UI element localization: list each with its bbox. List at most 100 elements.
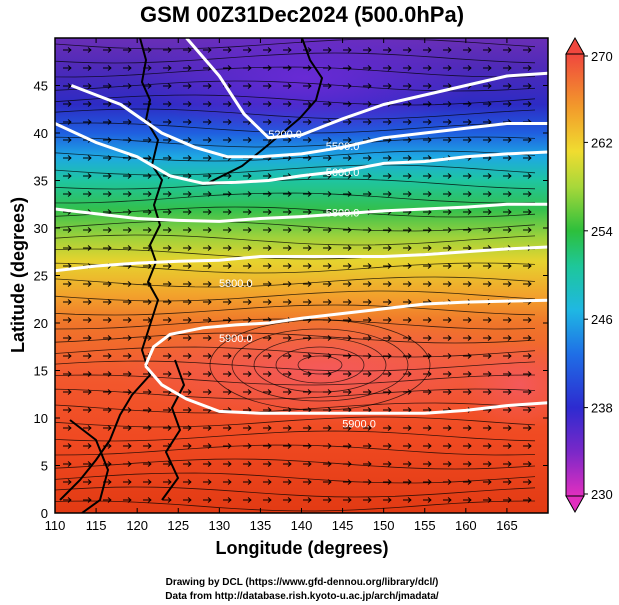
wind-arrow — [183, 317, 192, 323]
wind-arrow — [423, 227, 432, 233]
wind-arrow — [343, 101, 352, 107]
wind-arrow — [403, 299, 412, 305]
wind-arrow — [223, 353, 232, 359]
wind-arrow — [243, 209, 252, 215]
wind-arrow — [443, 209, 452, 215]
wind-arrow — [103, 227, 112, 233]
wind-arrow — [203, 497, 212, 503]
wind-arrow — [163, 227, 172, 233]
wind-arrow — [303, 425, 312, 431]
wind-arrow — [503, 47, 512, 53]
wind-arrow — [383, 407, 392, 413]
streamline — [55, 290, 536, 302]
wind-arrow — [503, 371, 512, 377]
wind-arrow — [323, 461, 332, 467]
wind-arrow — [483, 479, 492, 485]
wind-arrow — [323, 389, 332, 395]
wind-arrow — [143, 263, 152, 269]
wind-arrow — [343, 119, 352, 125]
wind-arrow — [123, 425, 132, 431]
wind-arrow — [423, 317, 432, 323]
wind-arrow — [483, 65, 492, 71]
wind-arrow — [123, 335, 132, 341]
wind-arrow — [163, 245, 172, 251]
wind-arrow — [503, 155, 512, 161]
wind-arrow — [263, 101, 272, 107]
wind-arrow — [63, 137, 72, 143]
wind-arrow — [183, 443, 192, 449]
streamline — [55, 234, 536, 246]
wind-arrow — [103, 245, 112, 251]
wind-arrow — [83, 389, 92, 395]
wind-arrow — [443, 461, 452, 467]
wind-arrow — [63, 47, 72, 53]
wind-arrow — [163, 83, 172, 89]
wind-arrow — [523, 173, 532, 179]
wind-arrow — [243, 317, 252, 323]
wind-arrow — [283, 263, 292, 269]
wind-arrow — [323, 137, 332, 143]
wind-arrow — [423, 173, 432, 179]
wind-arrow — [263, 173, 272, 179]
wind-arrow — [223, 461, 232, 467]
wind-arrow — [243, 173, 252, 179]
wind-arrow — [183, 47, 192, 53]
coastline-philippines — [161, 359, 186, 501]
circulation-ring — [297, 355, 343, 375]
wind-arrow — [243, 479, 252, 485]
wind-arrow — [303, 443, 312, 449]
streamline — [55, 430, 536, 442]
wind-arrow — [183, 425, 192, 431]
wind-arrow — [423, 281, 432, 287]
wind-arrow — [263, 65, 272, 71]
wind-arrow — [163, 65, 172, 71]
wind-arrow — [183, 407, 192, 413]
wind-arrow — [143, 389, 152, 395]
wind-arrow — [503, 173, 512, 179]
wind-arrow — [83, 119, 92, 125]
wind-arrow — [63, 407, 72, 413]
wind-arrow — [123, 389, 132, 395]
wind-arrow — [123, 155, 132, 161]
wind-arrow — [443, 497, 452, 503]
wind-arrow — [103, 119, 112, 125]
wind-arrow — [103, 461, 112, 467]
wind-arrow — [203, 245, 212, 251]
wind-arrow — [123, 317, 132, 323]
wind-arrow — [223, 101, 232, 107]
wind-arrow — [383, 497, 392, 503]
wind-arrow — [63, 191, 72, 197]
wind-arrow — [363, 353, 372, 359]
wind-arrow — [523, 47, 532, 53]
wind-arrow — [343, 317, 352, 323]
wind-arrow — [463, 317, 472, 323]
wind-arrow — [443, 317, 452, 323]
streamlines — [55, 38, 536, 512]
streamline — [55, 360, 536, 372]
footer-credit-line1: Drawing by DCL (https://www.gfd-dennou.o… — [166, 577, 439, 588]
wind-arrow — [63, 389, 72, 395]
wind-arrow — [103, 335, 112, 341]
x-tick-label: 145 — [332, 518, 354, 533]
wind-arrow — [303, 263, 312, 269]
wind-arrow — [203, 335, 212, 341]
wind-arrow — [263, 461, 272, 467]
wind-arrow — [323, 227, 332, 233]
wind-arrow — [503, 209, 512, 215]
wind-arrow — [103, 47, 112, 53]
wind-arrow — [503, 317, 512, 323]
wind-arrow — [463, 389, 472, 395]
wind-arrow — [383, 245, 392, 251]
wind-arrow — [483, 83, 492, 89]
wind-arrow — [143, 209, 152, 215]
wind-arrow — [243, 371, 252, 377]
high-pressure-center-east — [460, 340, 548, 430]
circulation-ring — [275, 346, 365, 384]
wind-arrow — [183, 155, 192, 161]
streamline — [55, 80, 536, 92]
wind-arrow — [363, 371, 372, 377]
wind-arrow — [163, 209, 172, 215]
wind-arrow — [463, 425, 472, 431]
wind-arrow — [423, 83, 432, 89]
wind-arrow — [383, 173, 392, 179]
